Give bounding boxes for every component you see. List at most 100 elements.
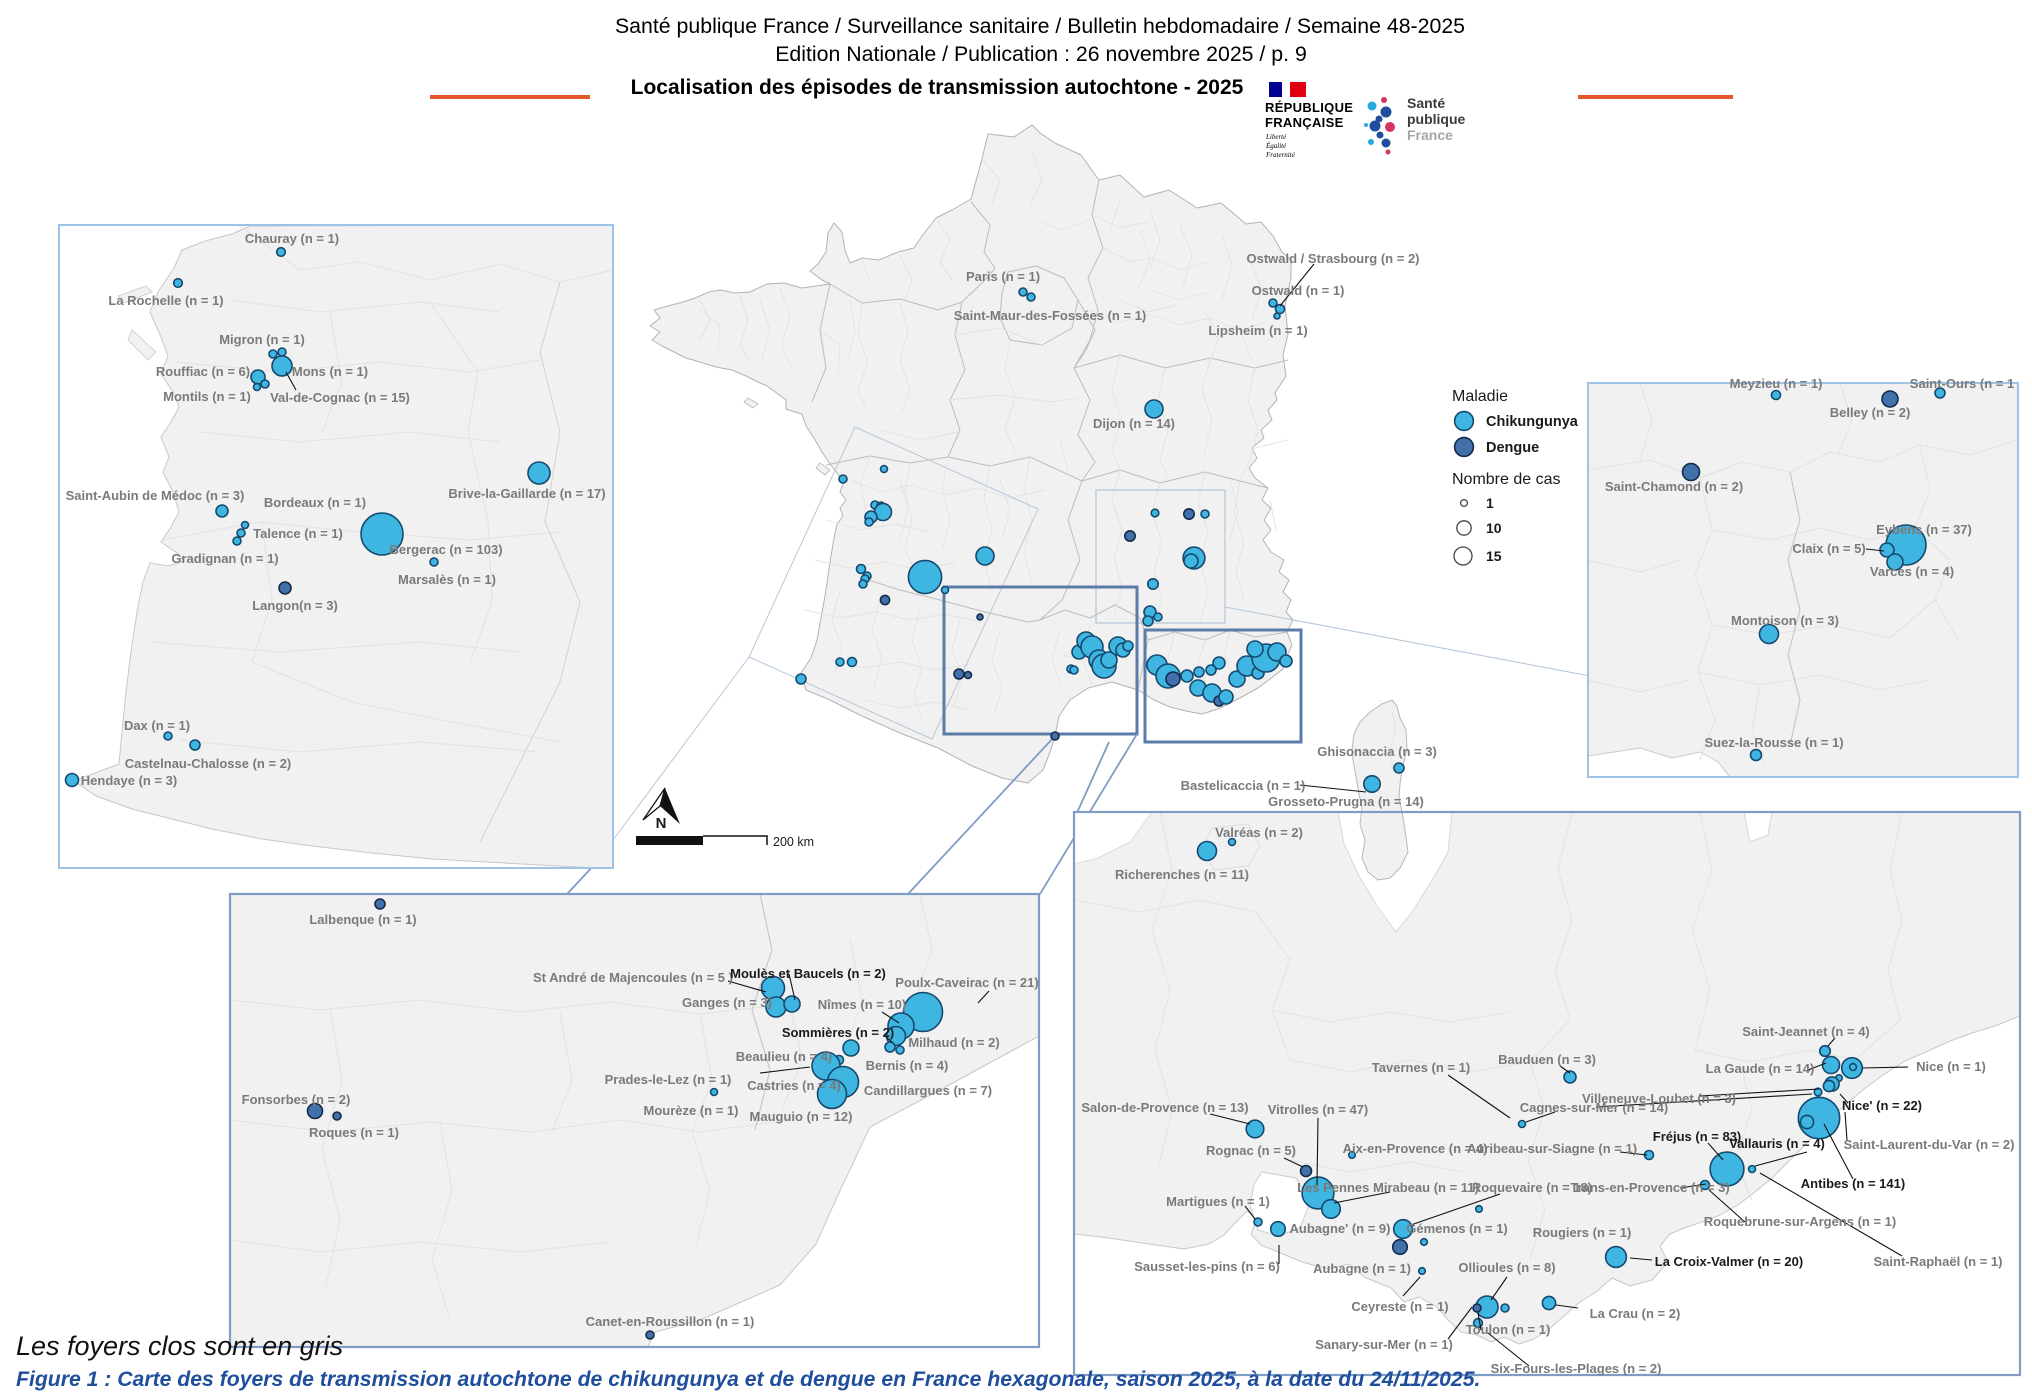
svg-text:Figure 1 : Carte des foyers de: Figure 1 : Carte des foyers de transmiss… [16, 1368, 1480, 1391]
svg-text:Vitrolles (n = 47): Vitrolles (n = 47) [1268, 1102, 1369, 1117]
svg-text:Aix-en-Provence (n = 4): Aix-en-Provence (n = 4) [1343, 1141, 1488, 1156]
svg-text:Candillargues (n = 7): Candillargues (n = 7) [864, 1083, 992, 1098]
svg-text:Paris (n = 1): Paris (n = 1) [966, 269, 1040, 284]
svg-text:Roquevaire (n = 18): Roquevaire (n = 18) [1472, 1180, 1592, 1195]
svg-text:Roques (n = 1): Roques (n = 1) [309, 1125, 399, 1140]
svg-text:Marsalès (n = 1): Marsalès (n = 1) [398, 572, 496, 587]
svg-text:10: 10 [1486, 520, 1502, 536]
svg-text:Migron (n = 1): Migron (n = 1) [219, 332, 305, 347]
svg-text:Auribeau-sur-Siagne (n = 1): Auribeau-sur-Siagne (n = 1) [1467, 1141, 1637, 1156]
svg-text:Eybens (n = 37): Eybens (n = 37) [1876, 522, 1972, 537]
svg-text:Roquebrune-sur-Argens (n = 1): Roquebrune-sur-Argens (n = 1) [1704, 1214, 1897, 1229]
svg-text:Six-Fours-les-Plages (n = 2): Six-Fours-les-Plages (n = 2) [1491, 1361, 1662, 1376]
svg-text:Salon-de-Provence (n = 13): Salon-de-Provence (n = 13) [1081, 1100, 1248, 1115]
svg-text:Rognac (n = 5): Rognac (n = 5) [1206, 1143, 1296, 1158]
svg-text:Ollioules (n = 8): Ollioules (n = 8) [1458, 1260, 1555, 1275]
svg-text:Dijon (n = 14): Dijon (n = 14) [1093, 416, 1175, 431]
svg-text:Vallauris (n = 4): Vallauris (n = 4) [1729, 1136, 1825, 1151]
svg-text:Cagnes-sur-Mer (n = 14): Cagnes-sur-Mer (n = 14) [1520, 1100, 1668, 1115]
svg-text:Maladie: Maladie [1452, 388, 1508, 405]
svg-text:Claix (n = 5): Claix (n = 5) [1792, 541, 1865, 556]
svg-text:Saint-Laurent-du-Var (n = 2): Saint-Laurent-du-Var (n = 2) [1844, 1137, 2015, 1152]
svg-text:Égalité: Égalité [1265, 142, 1287, 150]
svg-text:Lipsheim (n = 1): Lipsheim (n = 1) [1208, 323, 1307, 338]
svg-text:Montils (n = 1): Montils (n = 1) [163, 389, 251, 404]
svg-text:Dengue: Dengue [1486, 440, 1539, 456]
svg-text:Nombre de cas: Nombre de cas [1452, 471, 1561, 488]
svg-text:Sanary-sur-Mer (n = 1): Sanary-sur-Mer (n = 1) [1315, 1337, 1453, 1352]
svg-text:Belley (n = 2): Belley (n = 2) [1830, 405, 1911, 420]
svg-text:Edition Nationale / Publicatio: Edition Nationale / Publication : 26 nov… [775, 42, 1307, 66]
svg-text:Saint-Chamond (n = 2): Saint-Chamond (n = 2) [1605, 479, 1743, 494]
svg-text:Toulon (n = 1): Toulon (n = 1) [1466, 1322, 1551, 1337]
svg-text:publique: publique [1407, 111, 1466, 127]
svg-text:Montoison (n = 3): Montoison (n = 3) [1731, 613, 1839, 628]
svg-text:Aubagne' (n = 9): Aubagne' (n = 9) [1290, 1221, 1391, 1236]
svg-text:1: 1 [1486, 495, 1494, 511]
svg-text:Fréjus (n = 83): Fréjus (n = 83) [1653, 1129, 1742, 1144]
svg-text:La Gaude (n = 14): La Gaude (n = 14) [1706, 1061, 1815, 1076]
svg-text:Beaulieu (n = 4): Beaulieu (n = 4) [736, 1049, 832, 1064]
svg-text:Ganges (n = 3): Ganges (n = 3) [682, 995, 772, 1010]
svg-text:Saint-Raphaël (n = 1): Saint-Raphaël (n = 1) [1874, 1254, 2003, 1269]
svg-text:Milhaud (n = 2): Milhaud (n = 2) [908, 1035, 999, 1050]
svg-text:Santé publique France / Survei: Santé publique France / Surveillance san… [615, 14, 1465, 38]
svg-text:Meyzieu (n = 1): Meyzieu (n = 1) [1730, 376, 1823, 391]
svg-text:Canet-en-Roussillon (n = 1): Canet-en-Roussillon (n = 1) [586, 1314, 755, 1329]
svg-text:Suez-la-Rousse (n = 1): Suez-la-Rousse (n = 1) [1704, 735, 1843, 750]
svg-text:Les foyers clos sont en gris: Les foyers clos sont en gris [16, 1331, 343, 1361]
svg-text:Prades-le-Lez (n = 1): Prades-le-Lez (n = 1) [605, 1072, 732, 1087]
svg-text:Localisation des épisodes de t: Localisation des épisodes de transmissio… [631, 76, 1244, 99]
svg-text:Trans-en-Provence (n = 3): Trans-en-Provence (n = 3) [1570, 1180, 1729, 1195]
svg-text:Richerenches (n = 11): Richerenches (n = 11) [1115, 867, 1249, 882]
svg-text:Castries (n = 4): Castries (n = 4) [747, 1078, 841, 1093]
svg-text:Antibes (n = 141): Antibes (n = 141) [1801, 1176, 1905, 1191]
svg-text:Santé: Santé [1407, 95, 1445, 111]
svg-text:Chauray (n = 1): Chauray (n = 1) [245, 231, 339, 246]
svg-text:Mons (n = 1): Mons (n = 1) [292, 364, 368, 379]
svg-text:Fonsorbes (n = 2): Fonsorbes (n = 2) [242, 1092, 351, 1107]
svg-text:Fraternité: Fraternité [1265, 151, 1296, 159]
svg-text:La Croix-Valmer (n = 20): La Croix-Valmer (n = 20) [1655, 1254, 1803, 1269]
svg-text:N: N [656, 815, 667, 832]
svg-text:Sommières (n = 2): Sommières (n = 2) [782, 1025, 894, 1040]
svg-text:Aubagne (n = 1): Aubagne (n = 1) [1313, 1261, 1411, 1276]
svg-text:RÉPUBLIQUE: RÉPUBLIQUE [1265, 100, 1353, 115]
svg-text:Rouffiac (n = 6): Rouffiac (n = 6) [156, 364, 250, 379]
svg-text:FRANÇAISE: FRANÇAISE [1265, 115, 1344, 130]
svg-text:Saint-Jeannet (n = 4): Saint-Jeannet (n = 4) [1742, 1024, 1870, 1039]
svg-text:Ostwald (n = 1): Ostwald (n = 1) [1252, 283, 1345, 298]
svg-text:Ostwald / Strasbourg (n = 2): Ostwald / Strasbourg (n = 2) [1247, 251, 1420, 266]
svg-text:Bauduen (n = 3): Bauduen (n = 3) [1498, 1052, 1596, 1067]
svg-text:Liberté: Liberté [1265, 133, 1287, 141]
svg-text:Tavernes (n = 1): Tavernes (n = 1) [1372, 1060, 1470, 1075]
svg-text:Brive-la-Gaillarde (n = 17): Brive-la-Gaillarde (n = 17) [448, 486, 605, 501]
svg-text:15: 15 [1486, 548, 1502, 564]
svg-text:Bordeaux (n = 1): Bordeaux (n = 1) [264, 495, 366, 510]
svg-text:Mourèze (n = 1): Mourèze (n = 1) [644, 1103, 739, 1118]
svg-text:Talence (n = 1): Talence (n = 1) [253, 526, 343, 541]
svg-text:Bernis (n = 4): Bernis (n = 4) [866, 1058, 949, 1073]
svg-text:La Rochelle (n = 1): La Rochelle (n = 1) [108, 293, 223, 308]
svg-text:Hendaye (n = 3): Hendaye (n = 3) [81, 773, 177, 788]
svg-text:Chikungunya: Chikungunya [1486, 414, 1579, 430]
svg-text:Langon(n = 3): Langon(n = 3) [252, 598, 338, 613]
svg-text:Saint-Ours (n = 1: Saint-Ours (n = 1 [1910, 376, 2014, 391]
svg-text:Bastelicaccia (n = 1): Bastelicaccia (n = 1) [1181, 778, 1306, 793]
svg-text:200 km: 200 km [773, 835, 814, 849]
svg-text:La Crau (n = 2): La Crau (n = 2) [1590, 1306, 1681, 1321]
svg-text:Varces (n = 4): Varces (n = 4) [1870, 564, 1954, 579]
svg-text:France: France [1407, 127, 1453, 143]
svg-text:Nîmes (n = 10): Nîmes (n = 10) [818, 997, 907, 1012]
svg-text:Lalbenque (n = 1): Lalbenque (n = 1) [309, 912, 416, 927]
svg-text:Nice' (n = 22): Nice' (n = 22) [1842, 1098, 1922, 1113]
svg-text:St André de Majencoules (n = 5: St André de Majencoules (n = 5 ) [533, 970, 733, 985]
svg-text:Sausset-les-pins (n = 6): Sausset-les-pins (n = 6) [1134, 1259, 1280, 1274]
svg-text:Nice (n = 1): Nice (n = 1) [1916, 1059, 1986, 1074]
svg-text:Grosseto-Prugna (n = 14): Grosseto-Prugna (n = 14) [1268, 794, 1424, 809]
svg-text:Villeneuve-Loubet (n = 3): Villeneuve-Loubet (n = 3) [1582, 1091, 1736, 1106]
svg-text:Saint-Aubin de Médoc (n = 3): Saint-Aubin de Médoc (n = 3) [66, 488, 245, 503]
svg-text:Gémenos (n = 1): Gémenos (n = 1) [1406, 1221, 1508, 1236]
svg-text:Gradignan (n = 1): Gradignan (n = 1) [171, 551, 278, 566]
svg-text:Valréas (n = 2): Valréas (n = 2) [1215, 825, 1303, 840]
